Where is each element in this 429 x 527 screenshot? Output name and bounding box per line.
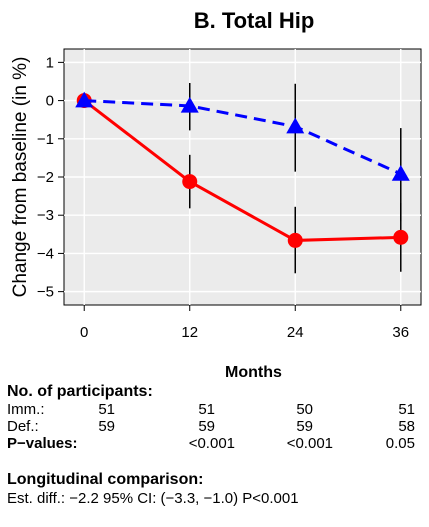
- pvalue-cell: <0.001: [286, 435, 333, 452]
- data-point: [393, 229, 409, 245]
- longitudinal-text: Est. diff.: −2.2 95% CI: (−3.3, −1.0) P<…: [7, 490, 299, 507]
- longitudinal-heading: Longitudinal comparison:: [7, 471, 204, 488]
- y-tick-label: −2: [37, 169, 54, 186]
- y-tick-label: −4: [37, 245, 54, 262]
- table-cell: 59: [98, 418, 115, 435]
- table-cell: 51: [398, 401, 415, 418]
- x-tick-label: 0: [80, 324, 88, 341]
- line-chart: B. Total Hip 1 0 −1 −2 −3 −4 −5 0 12 24 36 Change …: [10, 8, 422, 341]
- x-tick-label: 12: [181, 324, 198, 341]
- y-tick-label: −3: [37, 207, 54, 224]
- participants-heading: No. of participants:: [7, 383, 153, 400]
- row-label: Imm.:: [7, 401, 45, 418]
- y-tick-label: −5: [37, 284, 54, 301]
- y-tick-label: 0: [46, 93, 54, 110]
- row-label: P−values:: [7, 435, 78, 452]
- x-tick-label: 24: [287, 324, 304, 341]
- table-cell: 51: [198, 401, 215, 418]
- data-point: [182, 174, 198, 190]
- y-axis-label: Change from baseline (in %): [10, 57, 31, 298]
- table-cell: 58: [398, 418, 415, 435]
- data-point: [180, 96, 199, 113]
- data-point: [391, 164, 410, 181]
- data-point: [75, 91, 94, 108]
- x-axis-label: Months: [225, 364, 282, 381]
- x-tick-label: 36: [392, 324, 409, 341]
- data-point: [286, 117, 305, 134]
- row-label: Def.:: [7, 418, 39, 435]
- axes: 1 0 −1 −2 −3 −4 −5 0 12 24 36: [37, 54, 409, 341]
- table-cell: 51: [98, 401, 115, 418]
- table-cell: 50: [296, 401, 313, 418]
- series-line: [84, 99, 402, 176]
- data-point: [287, 232, 303, 248]
- pvalue-cell: <0.001: [188, 435, 235, 452]
- y-tick-label: −1: [37, 131, 54, 148]
- series-line: [83, 99, 401, 242]
- series-blue: [75, 83, 410, 222]
- pvalue-cell: 0.05: [385, 435, 415, 452]
- data-series: [75, 83, 410, 274]
- chart-title: B. Total Hip: [194, 8, 315, 33]
- table-cell: 59: [296, 418, 313, 435]
- table-cell: 59: [198, 418, 215, 435]
- y-tick-label: 1: [46, 54, 54, 71]
